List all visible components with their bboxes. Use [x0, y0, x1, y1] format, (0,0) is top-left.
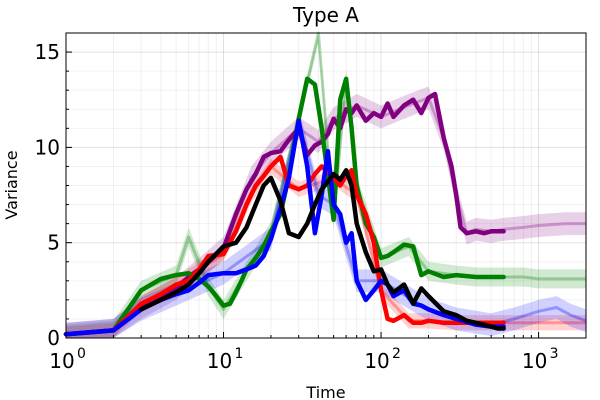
x-tick-exponent: 2	[392, 346, 401, 362]
x-tick-exponent: 3	[550, 346, 559, 362]
series-4-line	[138, 168, 506, 331]
series-3-line	[63, 118, 506, 337]
x-tick-label: 10	[364, 349, 389, 373]
x-tick-label: 10	[207, 349, 232, 373]
y-tick-label: 15	[35, 40, 60, 64]
x-tick-label: 10	[49, 349, 74, 373]
y-tick-label: 10	[35, 135, 60, 159]
line-layer	[63, 76, 506, 337]
y-axis-label: Variance	[2, 150, 21, 219]
x-tick-exponent: 0	[77, 346, 86, 362]
y-tick-label: 5	[47, 231, 60, 255]
chart-title: Type A	[292, 3, 359, 27]
y-tick-label: 0	[47, 326, 60, 350]
series-3-band	[66, 109, 586, 338]
x-axis-label: Time	[305, 383, 345, 400]
x-tick-exponent: 1	[235, 346, 244, 362]
series-1-band	[66, 33, 586, 338]
series-1-line	[63, 76, 506, 337]
x-tick-label: 10	[522, 349, 547, 373]
